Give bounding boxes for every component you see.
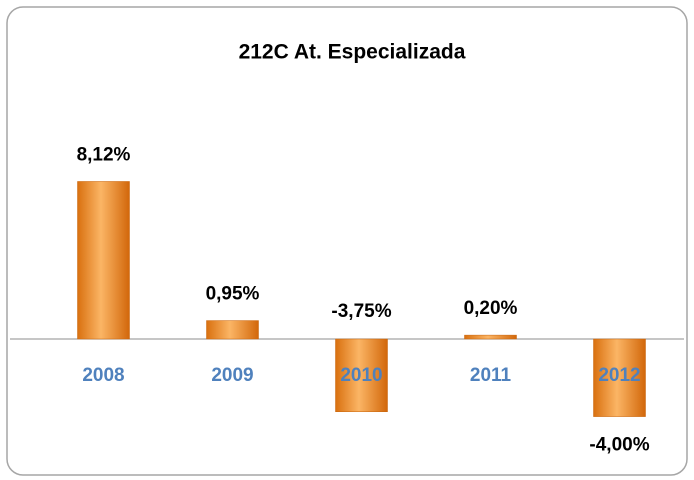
x-tick-label: 2012 [598,365,640,386]
value-label: -3,75% [331,301,391,322]
value-label: 8,12% [77,144,131,165]
x-tick-label: 2010 [340,365,382,386]
value-label: -4,00% [589,435,649,456]
bar [335,338,388,412]
x-tick-label: 2009 [211,365,253,386]
chart-title: 212C At. Especializada [239,41,466,64]
bar [593,338,646,417]
chart-frame [6,6,688,476]
value-label: 0,20% [464,298,518,319]
bar [464,334,517,340]
bar [206,320,259,340]
x-tick-label: 2008 [82,365,124,386]
value-label: 0,95% [206,284,260,305]
bar [77,181,130,340]
x-tick-label: 2011 [470,365,512,386]
